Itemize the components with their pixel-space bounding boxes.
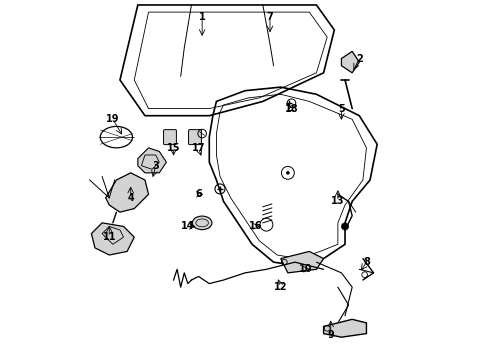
Text: 11: 11 (102, 232, 116, 242)
Polygon shape (138, 148, 167, 173)
Circle shape (342, 223, 348, 230)
FancyBboxPatch shape (189, 130, 201, 145)
Polygon shape (92, 223, 134, 255)
Text: 2: 2 (356, 54, 363, 64)
Polygon shape (281, 251, 323, 273)
Text: 8: 8 (363, 257, 370, 267)
Text: 7: 7 (267, 13, 273, 22)
Text: 12: 12 (274, 282, 288, 292)
Polygon shape (106, 173, 148, 212)
Text: 1: 1 (199, 13, 205, 22)
Text: 9: 9 (327, 330, 334, 341)
Text: 15: 15 (167, 143, 180, 153)
Text: 14: 14 (181, 221, 195, 231)
Text: 10: 10 (299, 264, 313, 274)
Ellipse shape (192, 216, 212, 230)
Text: 18: 18 (285, 104, 298, 113)
Polygon shape (323, 319, 367, 337)
Polygon shape (342, 51, 359, 73)
Circle shape (287, 171, 289, 174)
Text: 5: 5 (338, 104, 345, 113)
Text: 17: 17 (192, 143, 205, 153)
Text: 4: 4 (127, 193, 134, 203)
Text: 19: 19 (106, 114, 120, 124)
Text: 3: 3 (152, 161, 159, 171)
Text: 13: 13 (331, 197, 344, 206)
Text: 16: 16 (249, 221, 263, 231)
Text: 6: 6 (195, 189, 202, 199)
FancyBboxPatch shape (164, 130, 176, 145)
